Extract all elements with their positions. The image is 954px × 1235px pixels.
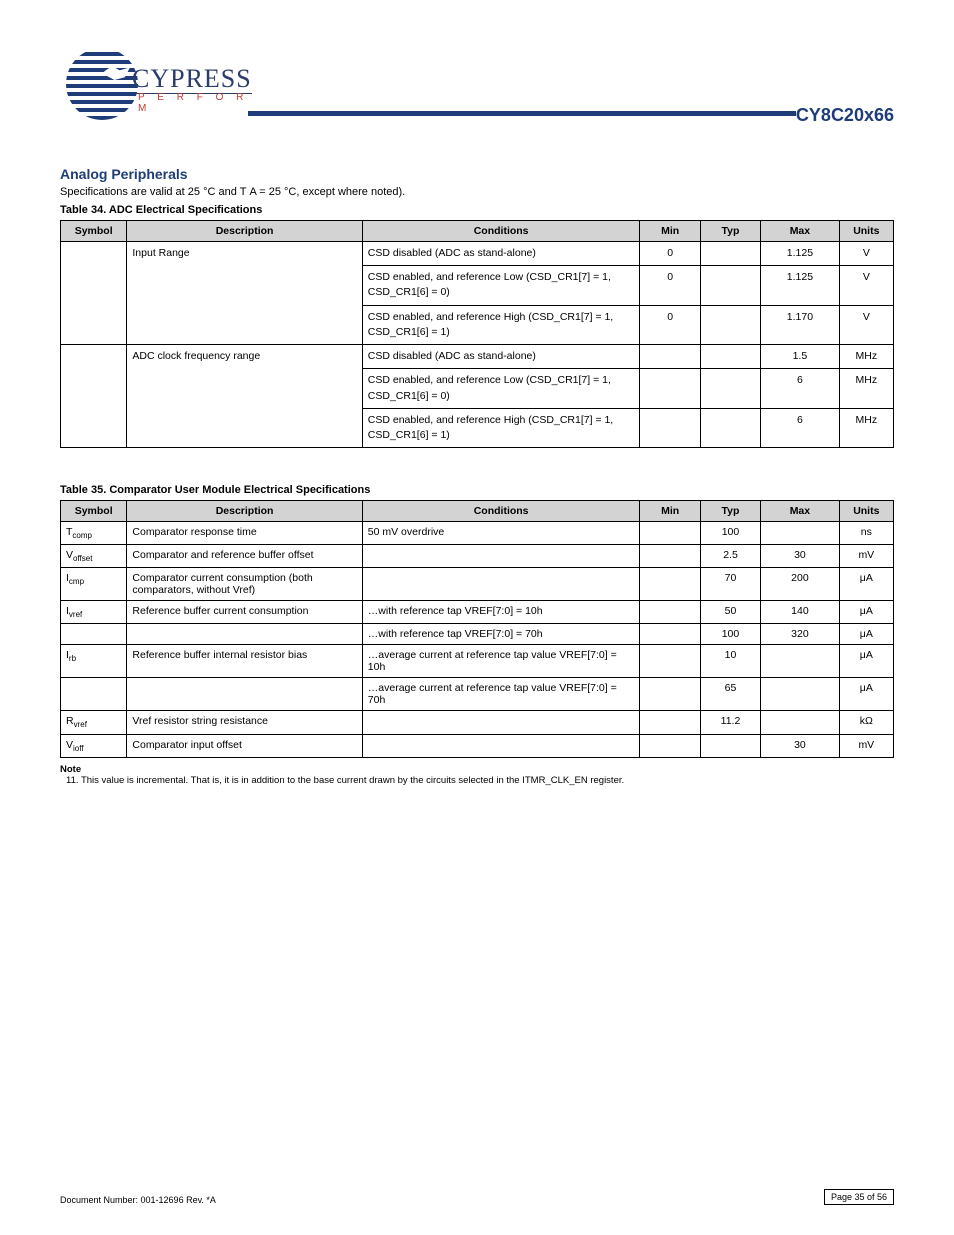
table-header-cell: Description: [127, 221, 362, 242]
table-header-cell: Max: [761, 501, 839, 522]
page-header: CYPRESS P E R F O R M CY8C20x66: [60, 48, 894, 126]
table-row: TcompComparator response time50 mV overd…: [61, 522, 894, 545]
brand-tagline: P E R F O R M: [132, 92, 252, 114]
table-header-cell: Symbol: [61, 221, 127, 242]
header-rule: [248, 111, 796, 116]
table-row: ADC clock frequency rangeCSD disabled (A…: [61, 345, 894, 369]
table-header-cell: Conditions: [362, 221, 640, 242]
part-number: CY8C20x66: [796, 105, 894, 126]
footer-page-number: Page 35 of 56: [824, 1189, 894, 1205]
table-row: IrbReference buffer internal resistor bi…: [61, 645, 894, 678]
table-row: VioffComparator input offset30mV: [61, 734, 894, 757]
table-header-cell: Min: [640, 221, 700, 242]
table-row: …with reference tap VREF[7:0] = 70h10032…: [61, 624, 894, 645]
table-comparator-specs: SymbolDescriptionConditionsMinTypMaxUnit…: [60, 500, 894, 757]
table-header-cell: Units: [839, 501, 893, 522]
table-header-cell: Typ: [700, 221, 760, 242]
table-header-cell: Units: [839, 221, 893, 242]
globe-icon: [66, 48, 138, 120]
table-header-cell: Description: [127, 501, 362, 522]
section-note: Specifications are valid at 25 °C and T …: [60, 186, 894, 198]
table-row: IvrefReference buffer current consumptio…: [61, 601, 894, 624]
table-header-cell: Max: [761, 221, 839, 242]
table-header-cell: Typ: [700, 501, 760, 522]
footer-doc-number: Document Number: 001-12696 Rev. *A: [60, 1195, 216, 1205]
brand-name: CYPRESS: [132, 64, 252, 94]
table-row: VoffsetComparator and reference buffer o…: [61, 545, 894, 568]
table-adc-specs: SymbolDescriptionConditionsMinTypMaxUnit…: [60, 220, 894, 448]
table-header-cell: Conditions: [362, 501, 640, 522]
table-header-cell: Symbol: [61, 501, 127, 522]
table35-note: Note 11. This value is incremental. That…: [60, 764, 894, 786]
table-header-cell: Min: [640, 501, 700, 522]
table-row: …average current at reference tap value …: [61, 678, 894, 711]
table-row: IcmpComparator current consumption (both…: [61, 568, 894, 601]
table-row: RvrefVref resistor string resistance11.2…: [61, 711, 894, 734]
table35-title: Table 35. Comparator User Module Electri…: [60, 484, 894, 496]
table34-title: Table 34. ADC Electrical Specifications: [60, 204, 894, 216]
table-row: Input RangeCSD disabled (ADC as stand-al…: [61, 242, 894, 266]
cypress-logo: CYPRESS P E R F O R M: [60, 48, 240, 126]
section-title: Analog Peripherals: [60, 166, 894, 182]
